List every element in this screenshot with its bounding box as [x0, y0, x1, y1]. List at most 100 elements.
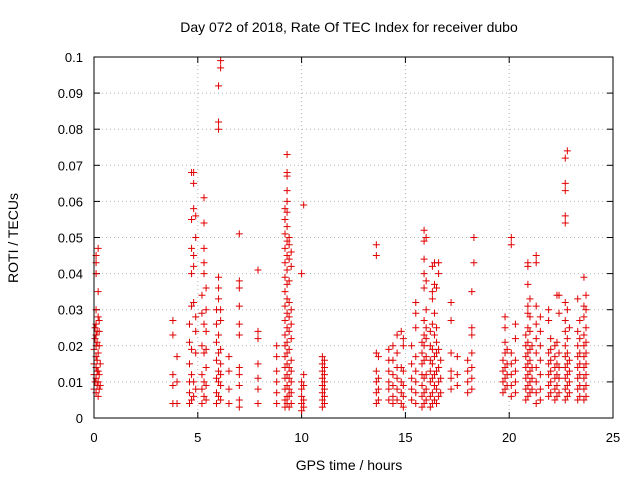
data-point [563, 382, 571, 390]
data-point [420, 356, 428, 364]
data-point [217, 396, 225, 404]
data-point [418, 349, 426, 357]
data-point [235, 302, 243, 310]
data-point [555, 363, 563, 371]
data-point [522, 385, 530, 393]
data-point [574, 327, 582, 335]
data-point [511, 335, 519, 343]
data-point [235, 371, 243, 379]
data-point [576, 349, 584, 357]
data-point [320, 356, 328, 364]
data-point [563, 306, 571, 314]
data-point [215, 82, 223, 90]
data-point [188, 215, 196, 223]
data-point [185, 338, 193, 346]
data-point [561, 385, 569, 393]
data-point [91, 324, 99, 332]
data-point [526, 313, 534, 321]
data-point [202, 327, 210, 335]
data-point [551, 385, 559, 393]
data-point [287, 378, 295, 386]
data-point [281, 215, 289, 223]
data-point [190, 205, 198, 213]
data-point [281, 317, 289, 325]
data-point [422, 306, 430, 314]
data-point [447, 385, 455, 393]
data-point [522, 363, 530, 371]
data-point [202, 345, 210, 353]
data-point [551, 396, 559, 404]
data-point [217, 345, 225, 353]
data-point [426, 403, 434, 411]
data-point [507, 360, 515, 368]
data-point [283, 169, 291, 177]
data-point [190, 169, 198, 177]
data-point [281, 342, 289, 350]
data-point [499, 356, 507, 364]
data-point [273, 367, 281, 375]
x-tick-label: 20 [502, 430, 516, 445]
data-point [393, 349, 401, 357]
data-point [217, 57, 225, 65]
data-point [532, 349, 540, 357]
data-point [372, 389, 380, 397]
data-point [468, 331, 476, 339]
data-point [389, 382, 397, 390]
data-point [582, 392, 590, 400]
data-point [94, 367, 102, 375]
data-point [169, 382, 177, 390]
data-point [215, 273, 223, 281]
data-point [94, 349, 102, 357]
data-point [393, 385, 401, 393]
data-point [385, 345, 393, 353]
data-point [547, 345, 555, 353]
data-point [580, 385, 588, 393]
data-point [185, 360, 193, 368]
data-point [532, 400, 540, 408]
data-point [212, 374, 220, 382]
data-point [285, 298, 293, 306]
data-point [532, 335, 540, 343]
data-point [389, 392, 397, 400]
data-point [430, 309, 438, 317]
data-point [200, 244, 208, 252]
data-point [399, 392, 407, 400]
data-point [422, 353, 430, 361]
data-point [217, 360, 225, 368]
data-point [430, 396, 438, 404]
data-point [420, 226, 428, 234]
data-point [235, 396, 243, 404]
data-point [582, 338, 590, 346]
data-point [580, 302, 588, 310]
data-point [420, 317, 428, 325]
data-point [420, 374, 428, 382]
data-point [225, 400, 233, 408]
data-point [283, 280, 291, 288]
data-point [532, 320, 540, 328]
data-point [320, 363, 328, 371]
data-point [582, 382, 590, 390]
data-point [298, 270, 306, 278]
data-point [547, 356, 555, 364]
data-point [433, 324, 441, 332]
data-point [374, 353, 382, 361]
data-point [555, 389, 563, 397]
data-point [254, 400, 262, 408]
data-point [545, 392, 553, 400]
data-point [499, 378, 507, 386]
data-point [433, 385, 441, 393]
data-point [511, 320, 519, 328]
data-point [555, 291, 563, 299]
data-point [536, 371, 544, 379]
data-point [188, 302, 196, 310]
data-point [283, 349, 291, 357]
data-point [563, 147, 571, 155]
data-point [212, 356, 220, 364]
data-point [300, 201, 308, 209]
data-point [507, 234, 515, 241]
data-point [582, 371, 590, 379]
data-point [188, 270, 196, 278]
data-point [536, 356, 544, 364]
data-point [198, 291, 206, 299]
data-point [202, 306, 210, 314]
